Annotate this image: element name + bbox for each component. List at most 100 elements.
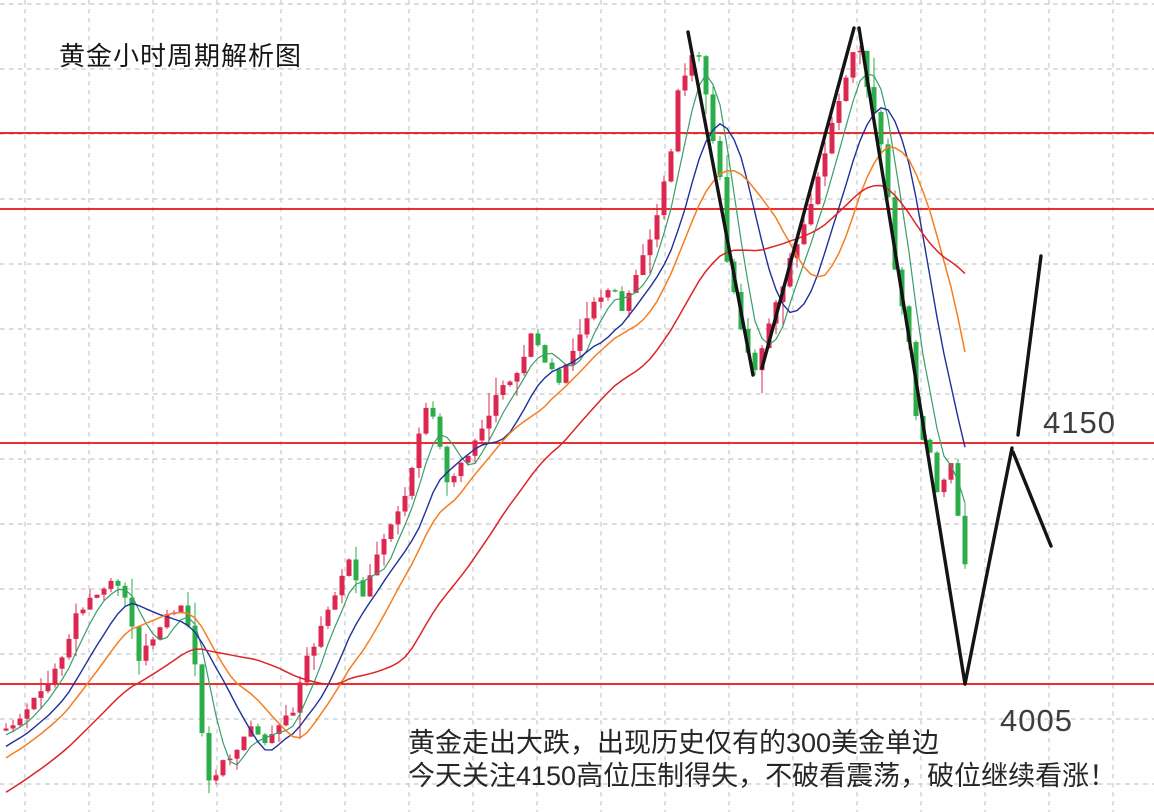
candle-body: [857, 50, 863, 53]
candle-body: [815, 176, 821, 205]
candle-body: [234, 749, 240, 759]
candle-body: [507, 381, 513, 386]
candle-body: [402, 495, 408, 512]
candle-body: [297, 682, 303, 713]
candle-body: [948, 463, 954, 480]
candle-body: [591, 301, 597, 319]
candle-body: [549, 362, 555, 370]
candle-body: [500, 385, 506, 395]
candle-body: [311, 646, 317, 656]
candle-body: [892, 197, 898, 270]
candle-body: [94, 594, 100, 598]
candle-body: [493, 395, 499, 416]
candle-body: [934, 452, 940, 493]
candle-body: [486, 415, 492, 429]
chart-title: 黄金小时周期解析图: [59, 41, 303, 71]
candle-body: [584, 318, 590, 335]
candle-body: [521, 356, 527, 374]
candle-body: [822, 153, 828, 177]
candle-body: [668, 151, 674, 182]
candle-body: [213, 775, 219, 781]
candle-body: [31, 697, 37, 710]
ma-slow-orange: [5, 146, 966, 759]
candle-body: [605, 290, 611, 298]
candle-body: [724, 177, 730, 262]
candle-body: [808, 204, 814, 225]
candle-body: [206, 733, 212, 781]
trendline-peak1-downtrend: [686, 30, 755, 377]
candle-body: [451, 476, 457, 483]
candle-body: [626, 292, 632, 311]
candle-body: [794, 244, 800, 258]
candle-body: [535, 333, 541, 346]
candle-body: [80, 609, 86, 614]
candle-body: [871, 87, 877, 112]
trendline-rejection-down: [1011, 450, 1053, 548]
ma-fast-green: [5, 73, 966, 766]
candle-body: [409, 467, 415, 496]
candle-body: [675, 90, 681, 152]
candle-body: [563, 364, 569, 383]
analysis-note-line2: 今天关注4150高位压制得失，不破看震荡，破位继续看涨！: [408, 761, 1117, 791]
candle-body: [528, 333, 534, 357]
candle-body: [255, 726, 261, 735]
candle-body: [465, 455, 471, 463]
candle-body: [654, 215, 660, 240]
candle-body: [66, 638, 72, 658]
candle-body: [801, 224, 807, 245]
candle-body: [717, 141, 723, 178]
trendline-valley-uptrend: [760, 26, 856, 370]
candle-body: [199, 664, 205, 733]
candle-body: [885, 144, 891, 198]
candle-body: [787, 257, 793, 287]
candle-body: [829, 122, 835, 154]
candle-body: [430, 407, 436, 417]
ma-long-red: [5, 184, 966, 793]
trendline-rebound-lower: [963, 446, 1014, 686]
candle-body: [710, 94, 716, 141]
candle-body: [514, 373, 520, 382]
candle-body: [17, 718, 23, 726]
candle-body: [283, 715, 289, 726]
candle-body: [241, 736, 247, 750]
candle-body: [325, 609, 331, 626]
candle-body: [38, 691, 44, 698]
candle-body: [759, 348, 765, 371]
candle-body: [836, 101, 842, 123]
candle-body: [122, 585, 128, 598]
candlesticks: [3, 45, 968, 794]
candle-body: [423, 407, 429, 434]
candle-body: [598, 297, 604, 302]
candle-body: [647, 239, 653, 256]
candle-body: [388, 524, 394, 539]
candle-body: [143, 645, 149, 661]
candle-body: [612, 290, 618, 292]
candle-body: [101, 588, 107, 595]
candle-body: [318, 625, 324, 647]
candle-body: [437, 416, 443, 447]
candle-body: [353, 559, 359, 581]
candle-body: [192, 625, 198, 665]
ma-mid-navy: [5, 107, 966, 751]
candle-body: [444, 446, 450, 483]
candle-body: [962, 515, 968, 565]
candle-body: [640, 255, 646, 275]
candle-body: [10, 725, 16, 729]
candle-body: [164, 614, 170, 628]
candle-body: [752, 352, 758, 371]
candle-body: [227, 758, 233, 761]
candle-body: [416, 433, 422, 468]
analysis-note: 黄金走出大跌，出现历史仅有的300美金单边 今天关注4150高位压制得失，不破看…: [408, 727, 1116, 793]
candle-body: [850, 52, 856, 78]
candle-body: [346, 559, 352, 576]
candle-body: [185, 605, 191, 626]
candle-body: [878, 112, 884, 145]
candle-body: [276, 725, 282, 734]
candle-body: [367, 575, 373, 597]
candle-body: [619, 291, 625, 311]
candle-body: [633, 275, 639, 293]
candle-body: [395, 511, 401, 525]
trend-annotation-lines: [686, 26, 1053, 686]
